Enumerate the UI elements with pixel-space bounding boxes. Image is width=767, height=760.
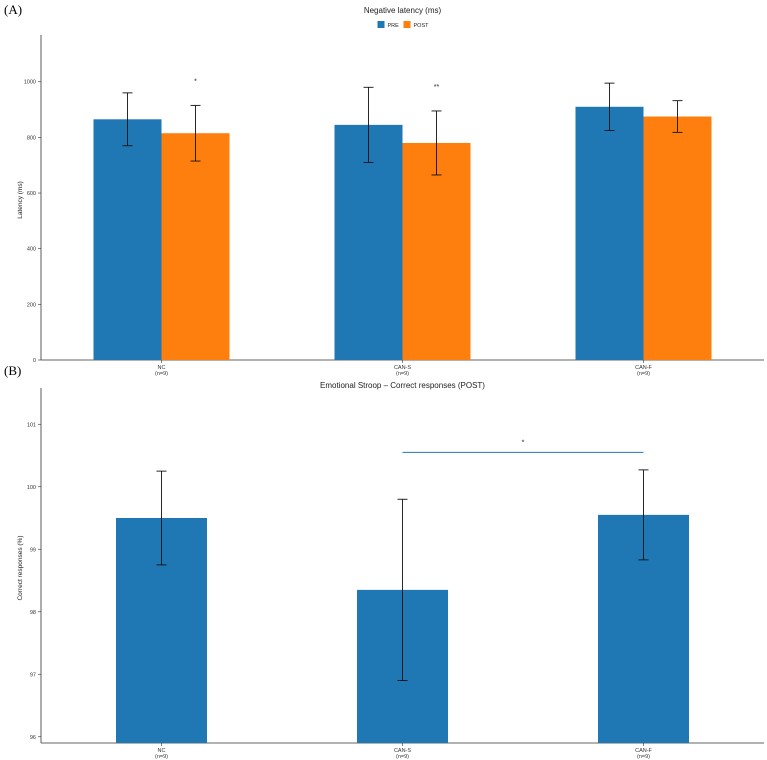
- chart-a-bar-post-2: [643, 116, 712, 361]
- chart-b-y-tick-label: 98: [30, 610, 36, 616]
- chart-b-y-axis-label: Correct responses (%): [17, 535, 24, 600]
- chart-a-x-tick-label-0: NC (n=9): [155, 365, 168, 377]
- chart-a-x-tick-label-2: CAN-F (n=9): [635, 365, 652, 377]
- chart-a-significance-marker-1: **: [434, 84, 440, 91]
- panel-b-label: (B): [4, 363, 22, 378]
- chart-a-legend-label-pre: PRE: [388, 23, 400, 29]
- chart-b-y-tick-label: 100: [27, 485, 36, 491]
- chart-b-y-tick-label: 97: [30, 672, 36, 678]
- chart-b-x-tick-label-2: CAN-F (n=9): [635, 748, 652, 760]
- chart-b-title: Emotional Stroop – Correct responses (PO…: [320, 381, 485, 390]
- chart-a-y-tick-label: 400: [27, 247, 36, 253]
- chart-b-y-tick-label: 99: [30, 547, 36, 553]
- chart-b-significance-marker-line-0: *: [522, 439, 525, 446]
- chart-a-bar-pre-2: [575, 106, 644, 360]
- chart-a-y-tick-label: 800: [27, 135, 36, 141]
- chart-a-title: Negative latency (ms): [364, 6, 442, 15]
- chart-a-bar-pre-0: [93, 119, 162, 360]
- chart-b-x-tick-label-1: CAN-S (n=9): [394, 748, 411, 760]
- chart-a-bar-post-1: [402, 142, 471, 360]
- chart-b-x-tick-label-0: NC (n=9): [155, 748, 168, 760]
- chart-a-x-tick-label-1: CAN-S (n=9): [394, 365, 411, 377]
- chart-a-y-tick-label: 600: [27, 191, 36, 197]
- chart-a-y-axis-label: Latency (ms): [17, 181, 24, 219]
- chart-a-significance-marker-0: *: [194, 78, 197, 85]
- chart-a-negative-latency: Negative latency (ms) PRE POST 0 200 400 600 80…: [17, 6, 764, 377]
- chart-a-y-tick-label: 0: [33, 358, 36, 364]
- chart-a-bar-post-0: [161, 133, 230, 360]
- chart-b-y-tick-label: 96: [30, 735, 36, 741]
- chart-a-legend-label-post: POST: [414, 23, 430, 29]
- chart-a-legend-swatch-post: [403, 21, 411, 28]
- chart-a-legend-swatch-pre: [377, 21, 385, 28]
- chart-a-bar-pre-1: [334, 124, 403, 360]
- panel-a-label: (A): [4, 2, 23, 17]
- chart-a-y-tick-label: 200: [27, 302, 36, 308]
- chart-b-y-tick-label: 101: [27, 422, 36, 428]
- chart-a-y-tick-label: 1000: [24, 80, 36, 86]
